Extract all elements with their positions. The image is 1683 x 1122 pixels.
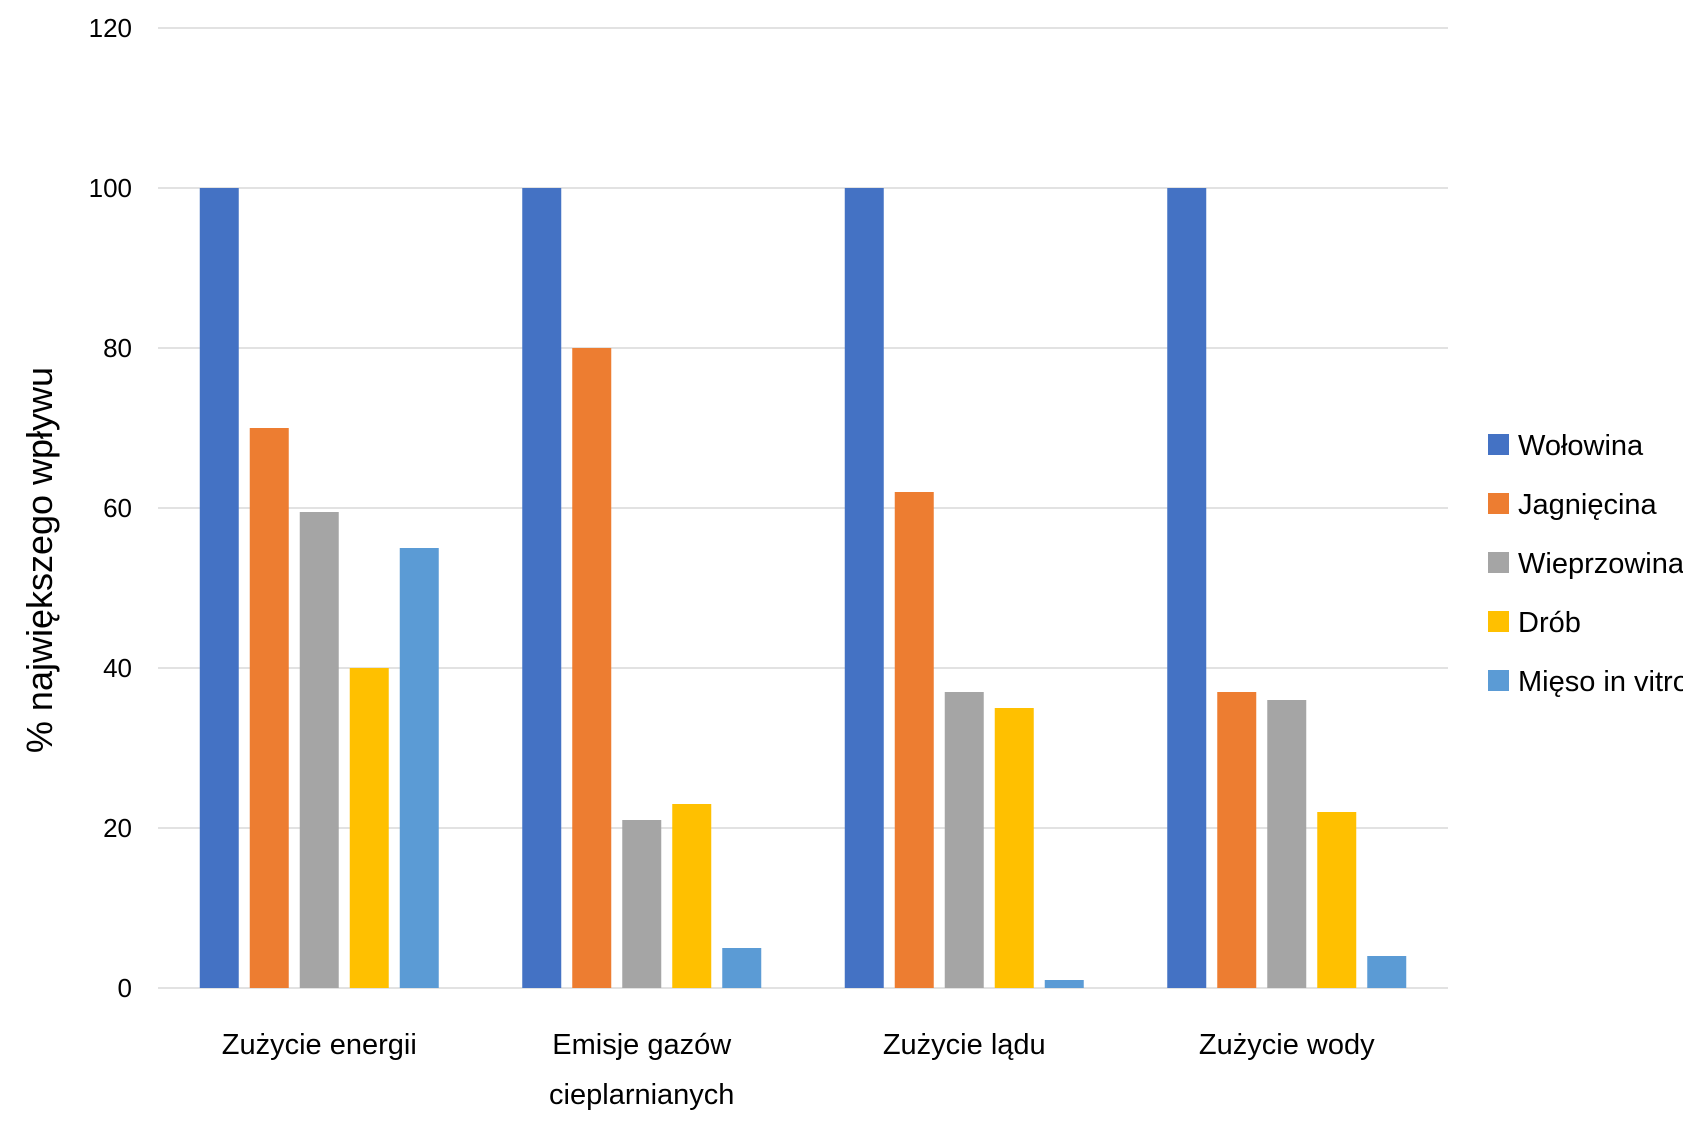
bar: [199, 188, 239, 988]
bar: [1167, 188, 1207, 988]
bar: [1317, 812, 1357, 988]
bar: [894, 492, 934, 988]
legend-label: Drób: [1518, 607, 1581, 639]
bar: [1044, 980, 1084, 988]
legend-swatch: [1488, 670, 1509, 691]
legend-swatch: [1488, 611, 1509, 632]
bar: [522, 188, 562, 988]
bar: [1367, 956, 1407, 988]
legend-swatch: [1488, 552, 1509, 573]
bar: [844, 188, 884, 988]
y-tick-label: 0: [118, 973, 132, 1003]
legend-swatch: [1488, 434, 1509, 455]
bar: [672, 804, 712, 988]
bars: [199, 188, 1407, 988]
y-tick-label: 20: [103, 813, 132, 843]
bar: [722, 948, 762, 988]
bar: [1217, 692, 1257, 988]
x-category-label: Zużycie energii: [222, 1029, 417, 1061]
bar: [994, 708, 1034, 988]
y-tick-label: 100: [89, 173, 132, 203]
y-tick-label: 120: [89, 13, 132, 43]
legend-label: Jagnięcina: [1518, 489, 1658, 521]
y-tick-label: 40: [103, 653, 132, 683]
bar: [249, 428, 289, 988]
legend-swatch: [1488, 493, 1509, 514]
x-category-label: Zużycie lądu: [883, 1029, 1046, 1061]
legend-label: Wołowina: [1518, 430, 1644, 462]
bar: [349, 668, 389, 988]
y-axis-ticks: 0 20 40 60 80 100 120: [89, 13, 132, 1003]
y-tick-label: 80: [103, 333, 132, 363]
bar: [1267, 700, 1307, 988]
bar: [299, 512, 339, 988]
bar: [944, 692, 984, 988]
bar: [572, 348, 612, 988]
bar: [399, 548, 439, 988]
x-axis-category-labels: Zużycie energii Emisje gazów cieplarnianyc…: [222, 1029, 1375, 1111]
legend-label: Wieprzowina: [1518, 548, 1683, 580]
legend: Wołowina Jagnięcina Wieprzowina Drób Mięso i…: [1488, 430, 1683, 698]
y-axis-title: % największego wpływu: [19, 367, 60, 753]
y-tick-label: 60: [103, 493, 132, 523]
legend-label: Mięso in vitro: [1518, 666, 1683, 698]
bar: [622, 820, 662, 988]
x-category-label: Emisje gazów: [552, 1029, 732, 1061]
x-category-label: cieplarnianych: [549, 1079, 734, 1111]
x-category-label: Zużycie wody: [1199, 1029, 1375, 1061]
